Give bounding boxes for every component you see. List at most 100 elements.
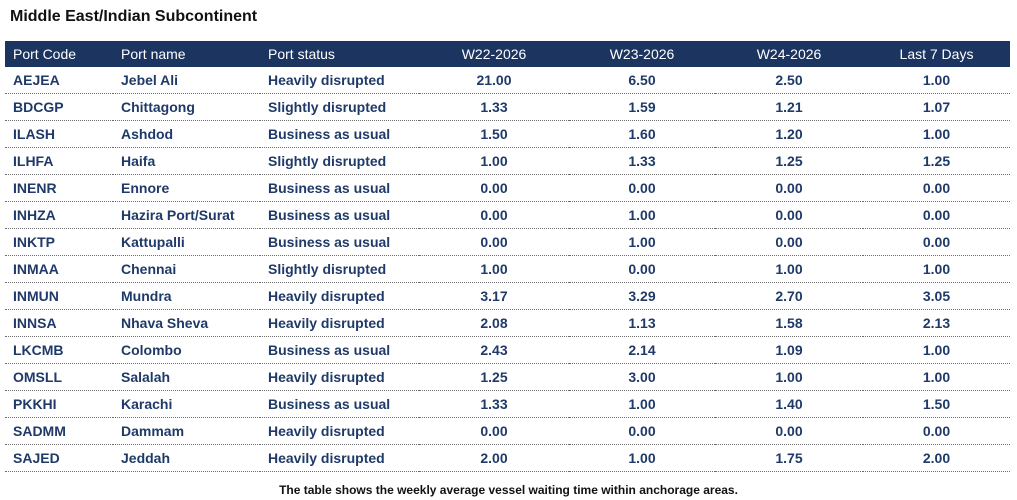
cell-w24: 2.50 bbox=[715, 67, 863, 94]
cell-last-7-days: 0.00 bbox=[863, 201, 1010, 229]
table-row: ILASH Ashdod Business as usual 1.50 1.60 1.20… bbox=[5, 120, 1010, 148]
cell-port-code: INNSA bbox=[5, 309, 113, 337]
footnote: The table shows the weekly average vesse… bbox=[279, 483, 738, 497]
cell-port-name: Chennai bbox=[113, 255, 260, 283]
cell-port-code: BDCGP bbox=[5, 93, 113, 121]
cell-w22: 0.00 bbox=[419, 174, 569, 202]
cell-w22: 1.33 bbox=[419, 390, 569, 418]
cell-port-name: Kattupalli bbox=[113, 228, 260, 256]
cell-last-7-days: 0.00 bbox=[863, 417, 1010, 445]
cell-last-7-days: 1.00 bbox=[863, 255, 1010, 283]
cell-last-7-days: 1.00 bbox=[863, 67, 1010, 94]
table-header: Port Code Port name Port status W22-2026… bbox=[5, 41, 1010, 67]
cell-last-7-days: 1.07 bbox=[863, 93, 1010, 121]
header-row: Port Code Port name Port status W22-2026… bbox=[5, 41, 1010, 67]
header-last-7-days: Last 7 Days bbox=[863, 41, 1010, 67]
cell-port-name: Colombo bbox=[113, 336, 260, 364]
table-title: Middle East/Indian Subcontinent bbox=[10, 8, 258, 25]
cell-last-7-days: 1.00 bbox=[863, 363, 1010, 391]
cell-w23: 1.13 bbox=[569, 309, 715, 337]
cell-w24: 0.00 bbox=[715, 174, 863, 202]
table-row: INKTP Kattupalli Business as usual 0.00 1.00… bbox=[5, 228, 1010, 256]
cell-port-code: AEJEA bbox=[5, 67, 113, 94]
table-row: INHZA Hazira Port/Surat Business as usual 0… bbox=[5, 201, 1010, 229]
table-row: BDCGP Chittagong Slightly disrupted 1.33 1.5… bbox=[5, 93, 1010, 121]
cell-port-name: Ashdod bbox=[113, 120, 260, 148]
cell-port-status: Business as usual bbox=[260, 336, 419, 364]
table-row: SADMM Dammam Heavily disrupted 0.00 0.00 0.00… bbox=[5, 417, 1010, 445]
cell-last-7-days: 1.25 bbox=[863, 147, 1010, 175]
cell-port-status: Slightly disrupted bbox=[260, 147, 419, 175]
cell-w22: 1.00 bbox=[419, 147, 569, 175]
header-port-code: Port Code bbox=[5, 41, 113, 67]
cell-port-code: INHZA bbox=[5, 201, 113, 229]
cell-port-name: Jeddah bbox=[113, 444, 260, 472]
table-row: INNSA Nhava Sheva Heavily disrupted 2.08 1.1… bbox=[5, 309, 1010, 337]
cell-w24: 1.40 bbox=[715, 390, 863, 418]
cell-port-code: INKTP bbox=[5, 228, 113, 256]
cell-port-name: Ennore bbox=[113, 174, 260, 202]
cell-w22: 3.17 bbox=[419, 282, 569, 310]
table-row: SAJED Jeddah Heavily disrupted 2.00 1.00 1.75… bbox=[5, 444, 1010, 472]
cell-w22: 0.00 bbox=[419, 228, 569, 256]
cell-port-status: Heavily disrupted bbox=[260, 417, 419, 445]
table-row: INMAA Chennai Slightly disrupted 1.00 0.00 1.… bbox=[5, 255, 1010, 283]
cell-last-7-days: 1.00 bbox=[863, 336, 1010, 364]
cell-port-status: Heavily disrupted bbox=[260, 309, 419, 337]
cell-w23: 1.33 bbox=[569, 147, 715, 175]
table-body: AEJEA Jebel Ali Heavily disrupted 21.00 6.50… bbox=[5, 67, 1010, 472]
cell-port-code: PKKHI bbox=[5, 390, 113, 418]
cell-port-code: ILHFA bbox=[5, 147, 113, 175]
cell-port-name: Karachi bbox=[113, 390, 260, 418]
cell-port-code: SAJED bbox=[5, 444, 113, 472]
cell-port-name: Salalah bbox=[113, 363, 260, 391]
cell-port-status: Heavily disrupted bbox=[260, 444, 419, 472]
cell-port-status: Heavily disrupted bbox=[260, 282, 419, 310]
cell-port-status: Business as usual bbox=[260, 174, 419, 202]
cell-port-code: LKCMB bbox=[5, 336, 113, 364]
table-row: OMSLL Salalah Heavily disrupted 1.25 3.00 1.0… bbox=[5, 363, 1010, 391]
cell-port-code: INMUN bbox=[5, 282, 113, 310]
header-port-status: Port status bbox=[260, 41, 419, 67]
table-row: INENR Ennore Business as usual 0.00 0.00 0.00… bbox=[5, 174, 1010, 202]
cell-w24: 1.58 bbox=[715, 309, 863, 337]
cell-port-status: Business as usual bbox=[260, 120, 419, 148]
cell-w23: 1.60 bbox=[569, 120, 715, 148]
cell-w22: 0.00 bbox=[419, 417, 569, 445]
cell-w23: 1.59 bbox=[569, 93, 715, 121]
cell-port-name: Jebel Ali bbox=[113, 67, 260, 94]
cell-port-name: Dammam bbox=[113, 417, 260, 445]
cell-port-status: Business as usual bbox=[260, 201, 419, 229]
header-w22: W22-2026 bbox=[419, 41, 569, 67]
cell-w24: 1.20 bbox=[715, 120, 863, 148]
table-row: LKCMB Colombo Business as usual 2.43 2.14 1.0… bbox=[5, 336, 1010, 364]
cell-w24: 1.21 bbox=[715, 93, 863, 121]
cell-w22: 1.25 bbox=[419, 363, 569, 391]
port-table: Port Code Port name Port status W22-2026… bbox=[5, 41, 1010, 472]
header-w24: W24-2026 bbox=[715, 41, 863, 67]
cell-w22: 1.33 bbox=[419, 93, 569, 121]
cell-port-name: Chittagong bbox=[113, 93, 260, 121]
cell-port-status: Heavily disrupted bbox=[260, 363, 419, 391]
cell-w23: 1.00 bbox=[569, 390, 715, 418]
table-row: ILHFA Haifa Slightly disrupted 1.00 1.33 1.25… bbox=[5, 147, 1010, 175]
cell-w24: 2.70 bbox=[715, 282, 863, 310]
cell-w23: 0.00 bbox=[569, 417, 715, 445]
cell-port-code: OMSLL bbox=[5, 363, 113, 391]
cell-last-7-days: 0.00 bbox=[863, 228, 1010, 256]
cell-port-code: ILASH bbox=[5, 120, 113, 148]
table-row: AEJEA Jebel Ali Heavily disrupted 21.00 6.50… bbox=[5, 67, 1010, 94]
cell-w23: 0.00 bbox=[569, 255, 715, 283]
cell-port-name: Mundra bbox=[113, 282, 260, 310]
cell-port-name: Haifa bbox=[113, 147, 260, 175]
cell-w24: 1.25 bbox=[715, 147, 863, 175]
cell-port-status: Business as usual bbox=[260, 390, 419, 418]
cell-last-7-days: 2.13 bbox=[863, 309, 1010, 337]
cell-w22: 0.00 bbox=[419, 201, 569, 229]
cell-w23: 6.50 bbox=[569, 67, 715, 94]
cell-port-status: Heavily disrupted bbox=[260, 67, 419, 94]
header-port-name: Port name bbox=[113, 41, 260, 67]
cell-w23: 1.00 bbox=[569, 201, 715, 229]
cell-w24: 1.00 bbox=[715, 255, 863, 283]
cell-w22: 2.43 bbox=[419, 336, 569, 364]
